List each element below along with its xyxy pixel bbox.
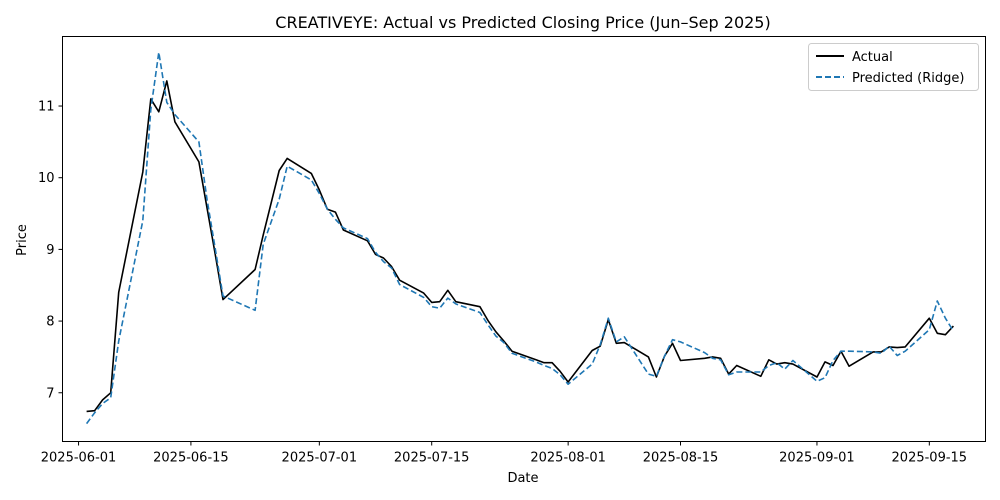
x-tick-label: 2025-08-01 — [530, 451, 606, 466]
legend-label-actual: Actual — [852, 50, 893, 65]
x-tick-label: 2025-08-15 — [643, 451, 719, 466]
x-tick-label: 2025-09-15 — [892, 451, 968, 466]
x-tick-label: 2025-09-01 — [779, 451, 855, 466]
legend-label-predicted: Predicted (Ridge) — [852, 71, 964, 86]
x-axis: 2025-06-01 2025-06-15 2025-07-01 2025-07-15… — [41, 441, 968, 466]
x-axis-label: Date — [507, 471, 538, 486]
legend-box — [808, 43, 979, 91]
y-tick-label: 9 — [46, 243, 54, 258]
y-tick-label: 11 — [38, 100, 55, 115]
series-line-predicted-ridge — [85, 51, 955, 425]
y-axis: 7 8 9 10 11 — [38, 100, 63, 401]
series-line-actual — [86, 80, 954, 413]
plot-lines — [85, 51, 955, 425]
x-tick-label: 2025-07-15 — [394, 451, 470, 466]
plot-area-frame — [62, 36, 986, 442]
chart-title: CREATIVEYE: Actual vs Predicted Closing … — [275, 13, 770, 32]
x-tick-label: 2025-07-01 — [282, 451, 358, 466]
y-tick-label: 7 — [46, 386, 54, 401]
x-tick-label: 2025-06-15 — [153, 451, 229, 466]
y-tick-label: 8 — [46, 315, 54, 330]
y-axis-label: Price — [15, 224, 30, 256]
legend: Actual Predicted (Ridge) — [808, 43, 979, 91]
x-tick-label: 2025-06-01 — [41, 451, 117, 466]
y-tick-label: 10 — [38, 171, 55, 186]
